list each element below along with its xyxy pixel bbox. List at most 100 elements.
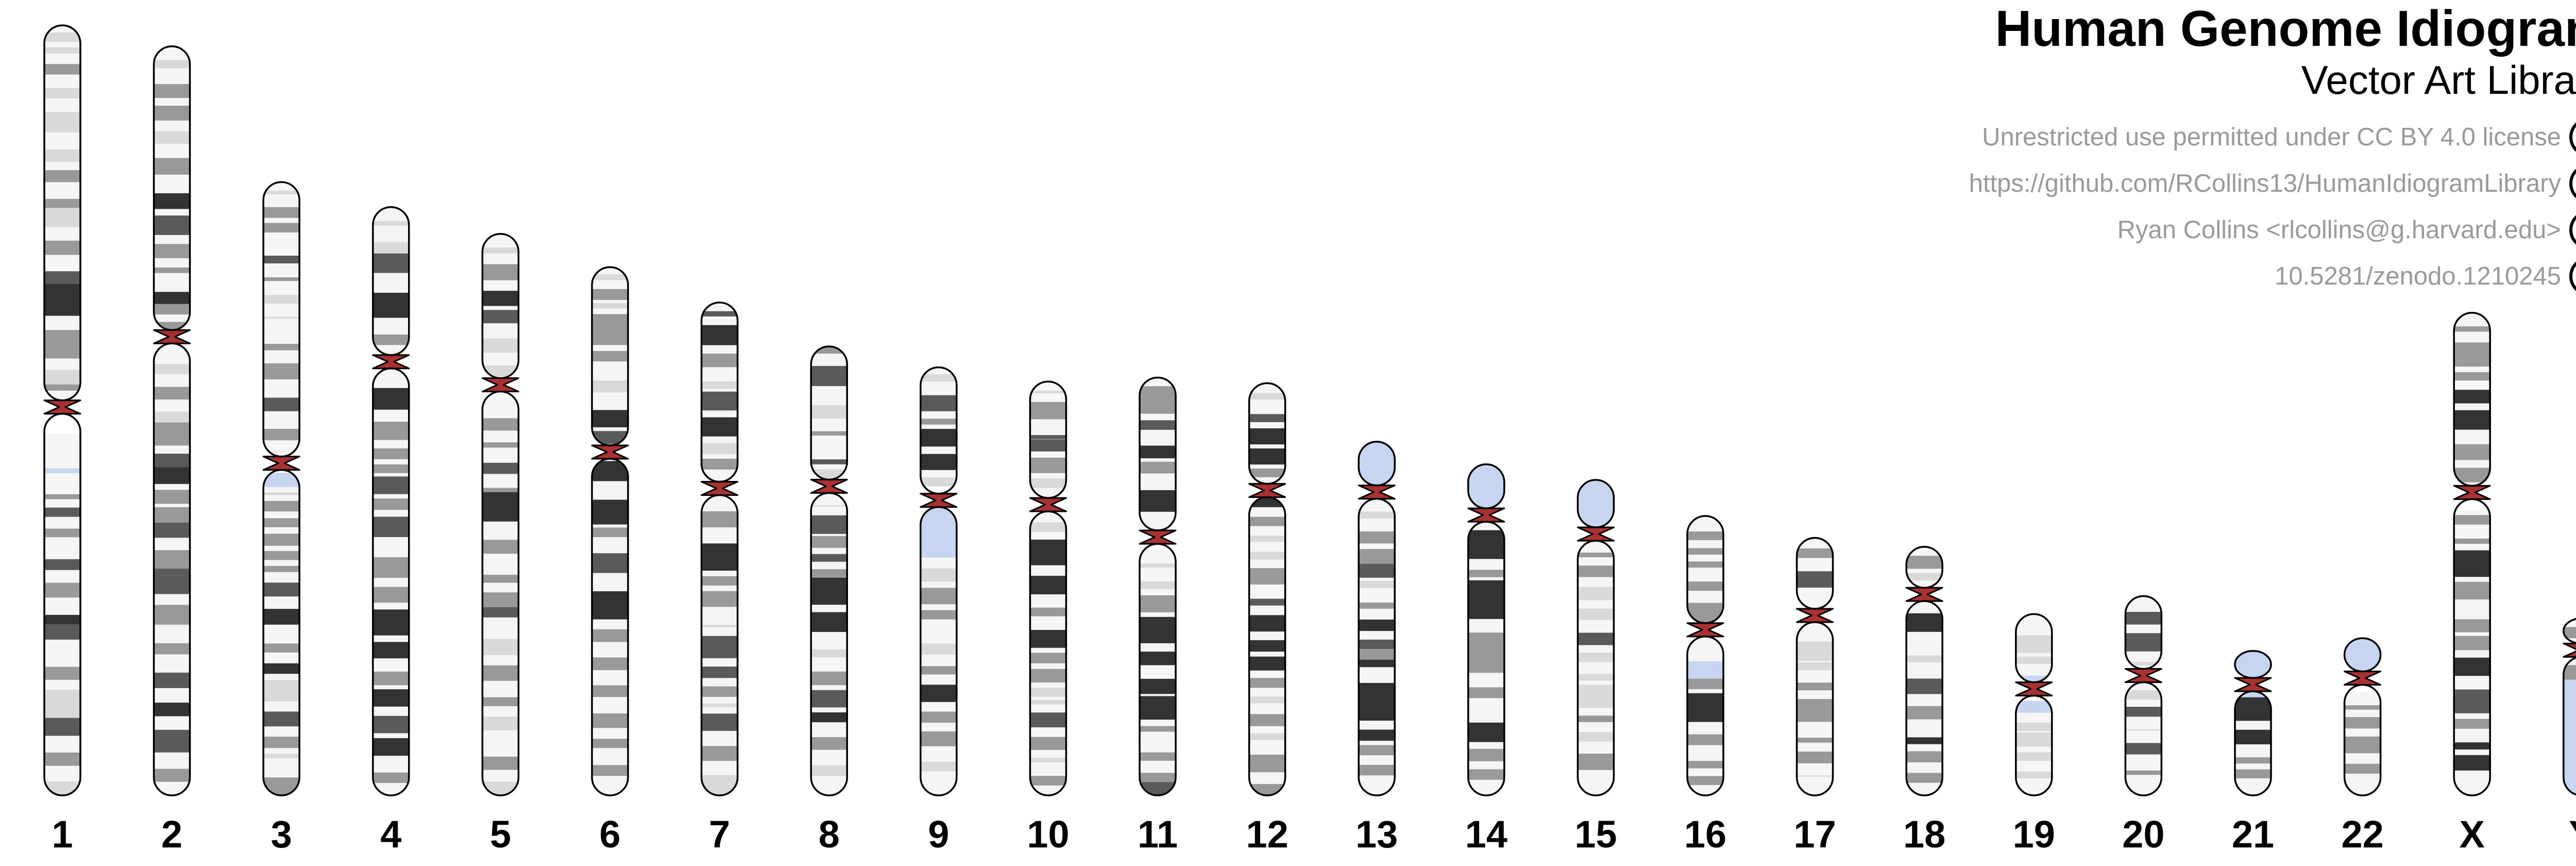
centromere xyxy=(1796,608,1834,623)
band-gneg xyxy=(2344,709,2381,718)
p-arm-outline xyxy=(481,233,520,379)
band-gpos100 xyxy=(1359,729,1395,741)
q-arm-outline xyxy=(1358,497,1396,796)
q-arm-outline xyxy=(1139,543,1177,796)
band-gneg xyxy=(263,726,300,737)
band-gvar xyxy=(1359,463,1395,474)
band-gneg xyxy=(263,350,300,364)
band-gneg xyxy=(263,527,300,534)
band-gpos50 xyxy=(1687,561,1723,568)
chromosome-label: 13 xyxy=(1355,813,1398,856)
band-gneg xyxy=(1906,631,1943,656)
chromosome-13 xyxy=(1358,441,1396,796)
band-gpos50 xyxy=(1468,748,1504,762)
band-gpos75 xyxy=(44,507,80,518)
band-gneg xyxy=(44,464,80,469)
band-gneg xyxy=(1359,500,1395,512)
band-gvar xyxy=(1359,441,1395,464)
band-gneg xyxy=(1249,772,1285,785)
chromosome-4 xyxy=(372,206,410,796)
band-gneg xyxy=(811,722,848,738)
band-gpos75 xyxy=(701,391,738,411)
band-gpos75 xyxy=(154,454,190,468)
band-gpos50 xyxy=(263,223,300,233)
band-gneg xyxy=(372,409,409,422)
band-gneg xyxy=(701,696,738,704)
author-contact[interactable]: Ryan Collins <rlcollins@g.harvard.edu> xyxy=(2117,216,2561,244)
band-gpos75 xyxy=(701,713,738,731)
band-gpos50 xyxy=(372,334,409,345)
band-gneg xyxy=(1797,742,1833,752)
p-arm-outline xyxy=(2453,312,2491,487)
band-gneg xyxy=(1030,762,1066,776)
band-gpos75 xyxy=(263,582,300,597)
p-arm-outline xyxy=(1248,382,1286,485)
band-gpos25 xyxy=(482,716,519,731)
band-gpos75 xyxy=(44,271,80,285)
band-gpos25 xyxy=(592,274,628,280)
band-gpos50 xyxy=(1687,548,1723,555)
band-gpos75 xyxy=(44,624,80,640)
band-gneg xyxy=(1578,577,1614,588)
band-gpos50 xyxy=(263,518,300,528)
band-gpos50 xyxy=(1030,607,1066,617)
band-gpos50 xyxy=(1249,754,1285,773)
band-gpos50 xyxy=(2454,342,2490,367)
band-gpos50 xyxy=(811,431,848,436)
p-arm-outline xyxy=(700,302,739,483)
band-gneg xyxy=(1030,451,1066,458)
band-gneg xyxy=(1359,543,1395,549)
band-gneg xyxy=(920,771,957,796)
band-gpos75 xyxy=(482,462,519,474)
band-gneg xyxy=(1687,635,1723,662)
band-gpos100 xyxy=(1359,659,1395,668)
band-gpos75 xyxy=(263,397,300,412)
p-arm-outline xyxy=(1467,463,1505,509)
band-gneg xyxy=(44,315,80,330)
repository-link[interactable]: https://github.com/RCollins13/HumanIdiog… xyxy=(1969,170,2561,197)
band-gneg xyxy=(1906,694,1943,707)
band-gpos50 xyxy=(2563,627,2576,639)
band-gpos50 xyxy=(811,536,848,548)
band-gneg xyxy=(1030,565,1066,576)
band-gpos75 xyxy=(1140,420,1176,430)
q-arm-outline xyxy=(1029,510,1067,796)
band-gpos50 xyxy=(811,569,848,578)
p-arm-outline xyxy=(1139,376,1177,531)
band-gneg xyxy=(701,627,738,637)
band-gpos50 xyxy=(44,384,80,391)
band-gneg xyxy=(920,746,957,762)
band-gneg xyxy=(44,358,80,371)
doi-icon[interactable]: doi xyxy=(2568,256,2576,297)
band-gpos50 xyxy=(482,442,519,448)
band-gpos100 xyxy=(1359,682,1395,706)
chromosome-15 xyxy=(1577,479,1615,796)
band-gpos100 xyxy=(701,325,738,346)
band-gpos100 xyxy=(154,467,190,485)
band-gneg xyxy=(154,143,190,159)
p-arm-outline xyxy=(2015,613,2053,684)
p-arm-outline xyxy=(1577,479,1615,528)
band-gneg xyxy=(154,624,190,644)
band-gneg xyxy=(592,748,628,765)
band-gpos50 xyxy=(44,528,80,538)
band-gpos100 xyxy=(811,612,848,632)
band-gneg xyxy=(1906,662,1943,679)
band-gpos50 xyxy=(44,198,80,208)
band-gneg xyxy=(1140,612,1176,618)
chromosome-label: 10 xyxy=(1027,813,1069,856)
doi-text[interactable]: 10.5281/zenodo.1210245 xyxy=(2275,262,2561,290)
band-gpos50 xyxy=(1030,457,1066,474)
p-arm-outline xyxy=(591,266,629,446)
band-gpos50 xyxy=(1249,468,1285,478)
band-gpos50 xyxy=(44,494,80,500)
envelope-icon[interactable] xyxy=(2568,209,2576,251)
github-icon[interactable] xyxy=(2568,163,2576,204)
chromosome-label-layer: 12345678910111213141516171819202122XY xyxy=(52,813,2576,856)
band-gneg xyxy=(154,120,190,131)
band-gneg xyxy=(482,655,519,666)
band-gneg xyxy=(263,495,300,502)
band-gpos50 xyxy=(154,267,190,274)
band-gneg xyxy=(1030,616,1066,630)
